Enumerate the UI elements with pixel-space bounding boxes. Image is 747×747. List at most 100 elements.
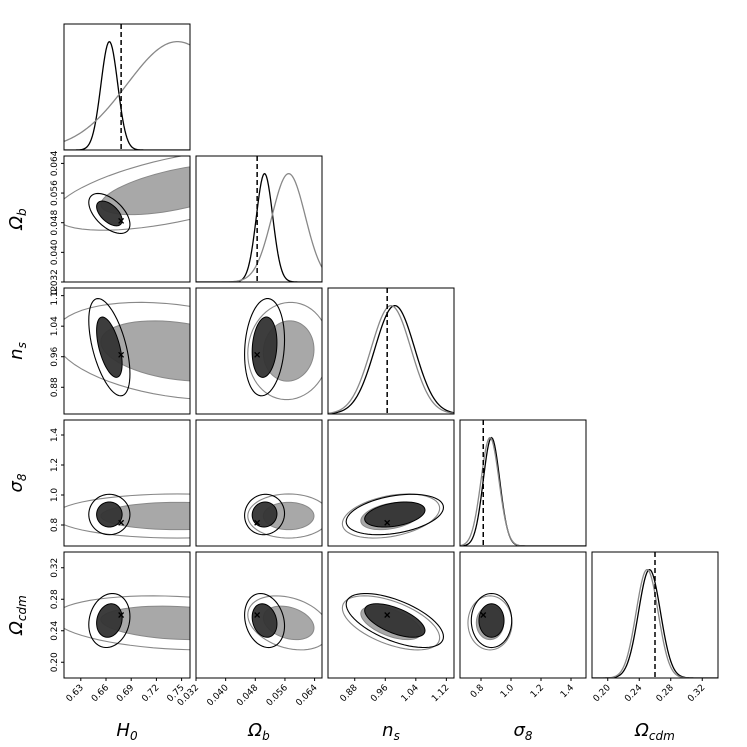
xtick-label: 0.048 (235, 683, 260, 708)
ytick-label: 0.32 (50, 558, 60, 578)
xaxis-label-H0: H0 (116, 720, 138, 743)
contour-2sigma-gray (247, 493, 322, 539)
panel-Ocdm-Ocdm: 0.20 0.24 0.28 0.32 (591, 551, 719, 704)
ytick-label: 1.2 (50, 458, 60, 472)
ytick-label: 0.96 (50, 346, 60, 366)
truth-marker (118, 351, 125, 358)
contour-1sigma-black (251, 603, 278, 638)
xtick-label: 0.28 (655, 683, 676, 704)
ytick-label: 0.048 (50, 210, 60, 236)
truth-marker (384, 612, 391, 618)
truth-marker (254, 612, 261, 618)
contour-2sigma-black (88, 592, 131, 649)
xtick-label: 1.04 (400, 683, 421, 704)
contour-2sigma-gray (467, 595, 513, 651)
contour-1sigma-gray (100, 501, 190, 531)
truth-marker (480, 612, 487, 618)
xtick-label: 1.0 (499, 683, 516, 700)
ytick-label: 0.24 (50, 620, 60, 640)
xtick-label: 0.32 (686, 683, 707, 704)
xtick-label: 0.72 (140, 683, 161, 704)
contour-2sigma-black (88, 297, 131, 397)
ytick-label: 0.88 (50, 377, 60, 397)
xtick-label: 0.69 (115, 683, 136, 704)
yaxis-label-Ocdm: Ωcdm (6, 595, 29, 636)
contour-1sigma-black (251, 316, 278, 378)
panel-Ob-Ocdm: 0.032 0.040 0.048 0.056 0.064 (176, 551, 323, 708)
ytick-label: 1.04 (50, 316, 60, 336)
marginal-curve-black (196, 172, 322, 282)
xtick-label: 0.040 (205, 683, 230, 708)
contour-2sigma-gray (341, 595, 441, 651)
ytick-label: 0.040 (50, 239, 60, 265)
contour-1sigma-gray (100, 166, 190, 216)
xtick-label: 0.8 (469, 683, 486, 700)
ytick-label: 0.056 (50, 180, 60, 206)
contour-1sigma-black (478, 603, 505, 638)
contour-2sigma-black (470, 592, 513, 649)
ytick-label: 1.4 (50, 428, 60, 443)
marginal-curve-gray (460, 436, 586, 546)
marginal-curve-gray (196, 172, 322, 282)
xtick-label: 0.24 (623, 683, 644, 704)
truth-marker (118, 612, 125, 618)
panel-H0-ns: 0.88 0.96 1.04 1.12 (50, 286, 191, 415)
panel-ns-ns (327, 287, 455, 415)
contour-2sigma-black (345, 493, 445, 536)
yaxis-label-ns: ns (6, 342, 29, 360)
ytick-label: 1.0 (50, 488, 60, 503)
panel-Ob-ns (195, 287, 323, 415)
contour-1sigma-black (96, 501, 123, 528)
truth-marker (384, 519, 391, 526)
truth-marker (118, 519, 125, 526)
contour-2sigma-black (345, 592, 445, 649)
marginal-curve-gray (328, 304, 454, 414)
ytick-label: 0.8 (50, 518, 60, 533)
contour-2sigma-black (244, 592, 286, 649)
truth-marker (254, 519, 261, 526)
xtick-label: 0.66 (90, 683, 111, 704)
xtick-label: 1.4 (559, 683, 576, 700)
ytick-label: 0.032 (50, 269, 60, 295)
xtick-label: 0.20 (592, 683, 613, 704)
contour-1sigma-black (364, 603, 426, 638)
truth-marker (254, 351, 261, 358)
ytick-label: 0.28 (50, 589, 60, 609)
panel-H0-Ob: 0.032 0.040 0.048 0.056 0.064 (50, 150, 191, 295)
ytick-label: 0.20 (50, 652, 60, 672)
ytick-label: 0.064 (50, 150, 60, 176)
xaxis-label-Ob: Ωb (247, 720, 270, 743)
panel-Ob-s8 (195, 419, 323, 547)
truth-marker (118, 217, 125, 224)
ytick-label: 1.12 (50, 286, 60, 306)
marginal-curve-gray (64, 40, 190, 142)
contour-2sigma-gray (247, 595, 322, 651)
xtick-label: 1.12 (430, 683, 451, 704)
contour-1sigma-black (96, 603, 123, 638)
xtick-label: 0.88 (339, 683, 360, 704)
xtick-label: 0.064 (294, 683, 319, 708)
xtick-label: 1.2 (529, 683, 546, 700)
contour-1sigma-black (96, 200, 123, 227)
xaxis-label-Ocdm: Ωcdm (634, 720, 675, 743)
contour-2sigma-black (244, 493, 286, 536)
xtick-label: 0.96 (369, 683, 390, 704)
marginal-curve-black (328, 304, 454, 414)
xaxis-label-s8: σ8 (513, 720, 532, 743)
contour-2sigma-gray (247, 301, 322, 401)
panel-ns-s8 (327, 419, 455, 547)
panel-ns-Ocdm: 0.88 0.96 1.04 1.12 (327, 551, 455, 704)
xtick-label: 0.63 (65, 683, 86, 704)
contour-1sigma-gray (100, 320, 190, 382)
yaxis-label-Ob: Ωb (6, 208, 29, 231)
panel-s8-Ocdm: 0.8 1.0 1.2 1.4 (459, 551, 587, 700)
panel-H0-Ocdm: 0.200.240.280.320.63 0.66 0.69 0.72 0.75 (50, 551, 191, 704)
xaxis-label-ns: ns (382, 720, 400, 743)
panel-Ob-Ob (195, 155, 323, 283)
contour-1sigma-black (364, 501, 426, 528)
contour-2sigma-black (88, 192, 131, 234)
contour-1sigma-black (96, 316, 123, 378)
panel-H0-H0 (63, 23, 191, 151)
contour-2sigma-black (244, 298, 286, 397)
